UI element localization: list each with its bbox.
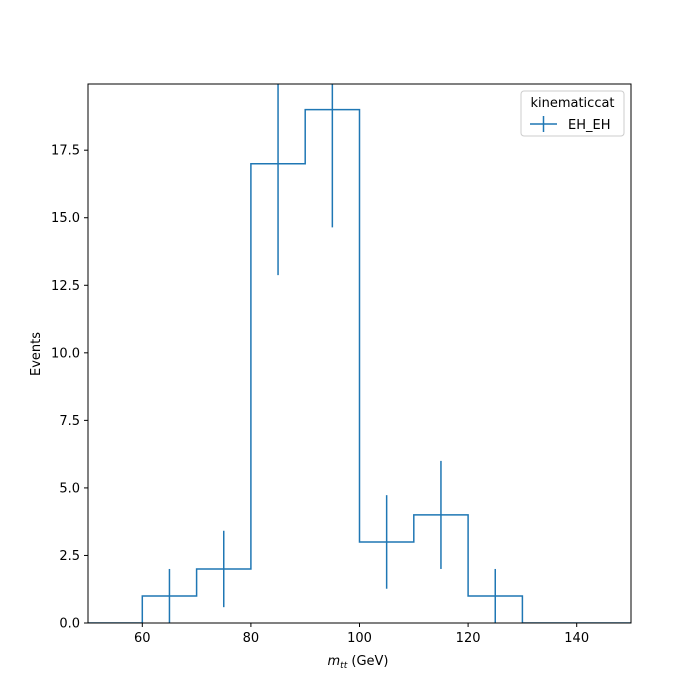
plot-area (88, 84, 631, 623)
x-axis-label: mtt (GeV) (328, 654, 389, 671)
legend-title: kinematiccat (530, 96, 614, 111)
x-tick-label: 140 (564, 631, 589, 646)
y-tick-label: 12.5 (51, 279, 80, 294)
x-tick-label: 80 (243, 631, 260, 646)
y-tick-label: 0.0 (59, 617, 80, 632)
x-axis: 60 80 100 120 140 (134, 623, 589, 646)
x-tick-label: 120 (456, 631, 481, 646)
legend-entry-label: EH_EH (568, 118, 610, 133)
y-tick-label: 5.0 (59, 481, 80, 496)
y-tick-label: 7.5 (59, 414, 80, 429)
y-tick-label: 15.0 (51, 211, 80, 226)
y-tick-label: 10.0 (51, 346, 80, 361)
y-tick-label: 17.5 (51, 144, 80, 159)
y-axis: 0.0 2.5 5.0 7.5 10.0 12.5 15.0 17.5 (51, 144, 88, 632)
legend: kinematiccat EH_EH (520, 90, 625, 137)
y-axis-label: Events (29, 332, 44, 376)
x-tick-label: 100 (347, 631, 372, 646)
x-tick-label: 60 (134, 631, 151, 646)
y-tick-label: 2.5 (59, 549, 80, 564)
